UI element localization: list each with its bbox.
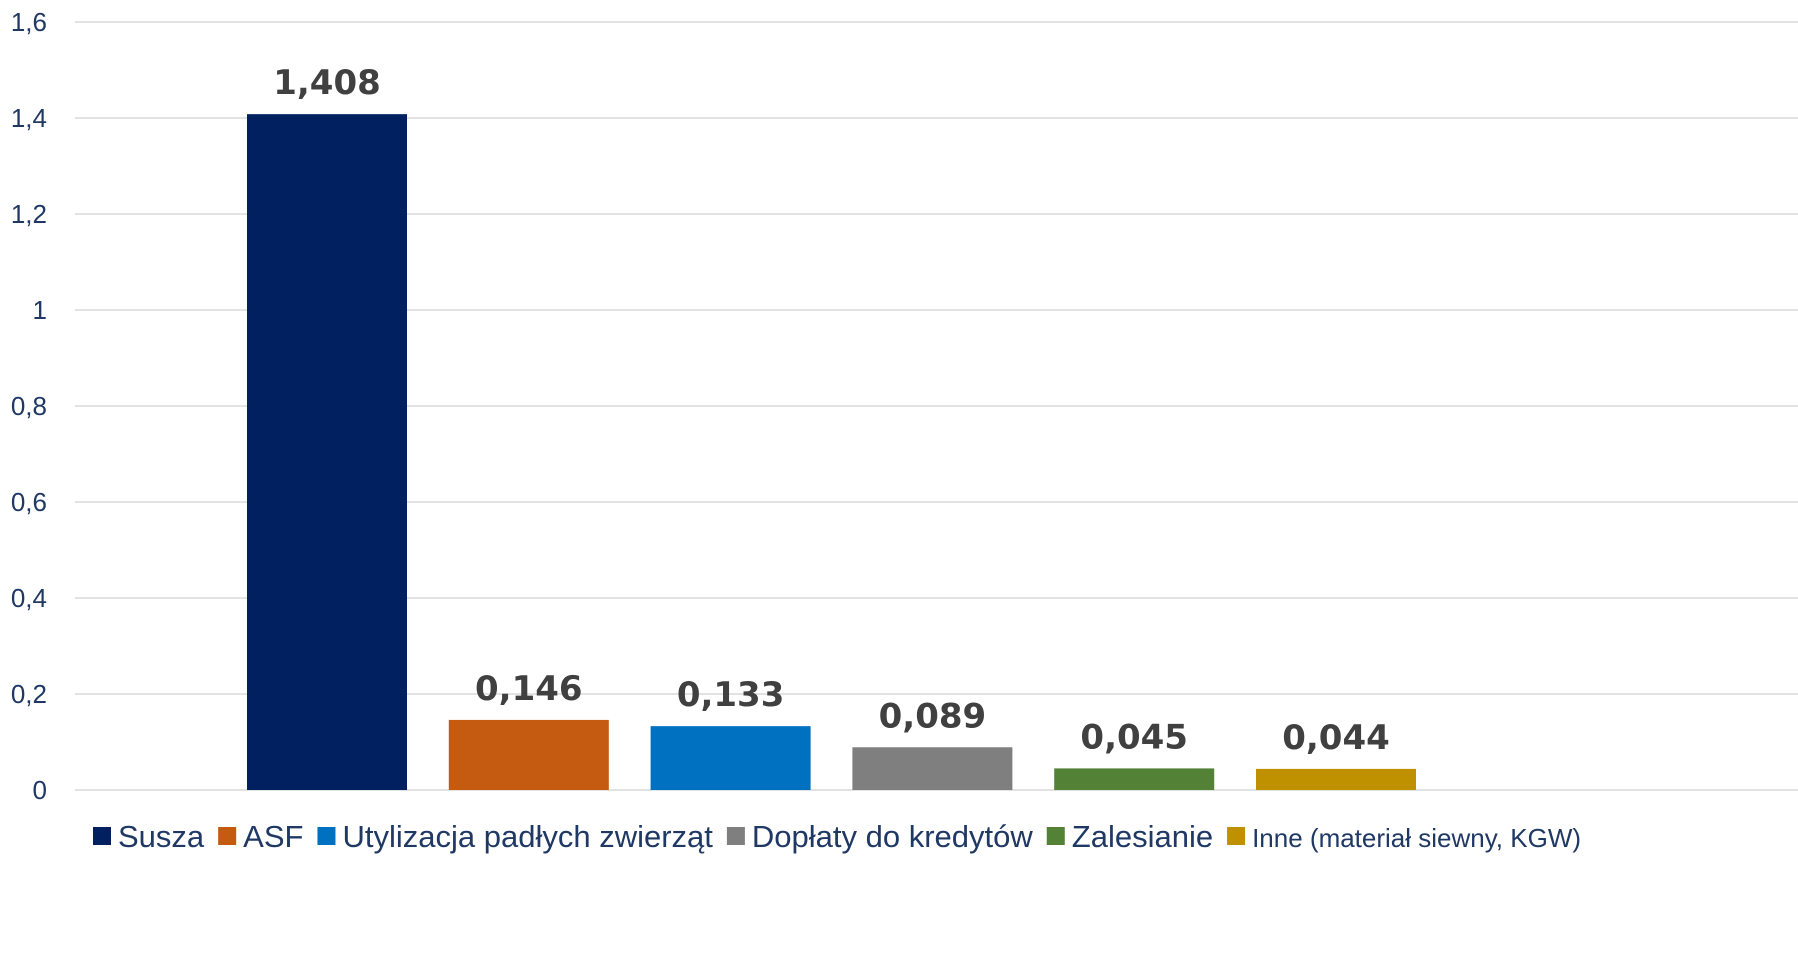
legend-swatch [1046,827,1065,845]
legend-label: ASF [243,819,303,854]
data-label: 1,408 [273,63,381,103]
legend-label: Utylizacja padłych zwierząt [342,819,713,854]
y-tick-label: 1,6 [11,7,47,37]
bars [247,114,1416,790]
y-tick-label: 0,2 [11,679,47,709]
legend-swatch [317,827,336,845]
legend-swatch [93,827,111,845]
y-tick-label: 0,4 [11,583,47,613]
y-axis: 0 0,2 0,4 0,6 0,8 1 1,2 1,4 1,6 [11,7,47,805]
y-tick-label: 1,2 [11,199,47,229]
data-label: 0,146 [475,669,583,709]
legend-swatch [218,827,237,845]
data-labels: 1,408 0,146 0,133 0,089 0,045 0,044 [273,63,1390,758]
y-tick-label: 0,8 [11,391,47,421]
legend-label: Inne (materiał siewny, KGW) [1252,823,1581,853]
legend-swatch [726,827,745,845]
y-tick-label: 1,4 [11,103,47,133]
legend-label: Susza [118,819,205,854]
legend-swatch [1227,827,1246,845]
legend-label: Zalesianie [1072,819,1213,854]
bar [852,747,1013,790]
y-tick-label: 1 [33,295,47,325]
bar [448,719,609,790]
legend-label: Dopłaty do kredytów [752,819,1033,854]
y-tick-label: 0 [33,775,47,805]
data-label: 0,045 [1080,717,1188,757]
bar [1054,768,1215,790]
data-label: 0,133 [677,675,785,715]
bar [1256,768,1416,790]
legend: Susza ASF Utylizacja padłych zwierząt Dopła… [93,819,1581,854]
y-tick-label: 0,6 [11,487,47,517]
bar [650,726,811,790]
data-label: 0,089 [879,696,987,736]
data-label: 0,044 [1282,718,1390,758]
bar [247,114,407,790]
